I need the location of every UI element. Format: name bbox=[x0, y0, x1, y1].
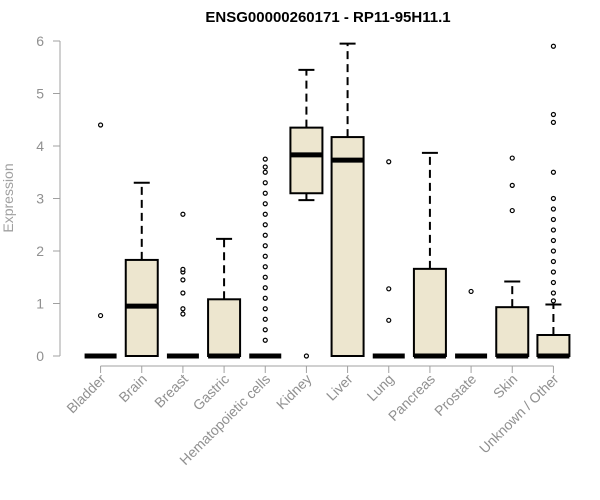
iqr-box bbox=[289, 126, 324, 195]
outlier-point bbox=[262, 285, 268, 291]
outlier-point bbox=[550, 298, 557, 304]
outlier-point bbox=[97, 312, 104, 319]
outlier-point bbox=[550, 119, 557, 125]
outlier-point bbox=[550, 216, 557, 223]
box-bladder bbox=[84, 122, 117, 359]
y-axis-label: Expression bbox=[0, 163, 16, 232]
outlier-point bbox=[386, 159, 392, 165]
outlier-point bbox=[509, 207, 515, 214]
outlier-point bbox=[262, 295, 268, 301]
outlier-point bbox=[262, 264, 268, 270]
box-unknown-other bbox=[536, 43, 571, 359]
outlier-point bbox=[262, 164, 268, 170]
outlier-point bbox=[262, 327, 268, 333]
box-prostate bbox=[455, 288, 488, 359]
x-tick-label: Prostate bbox=[431, 371, 479, 419]
outlier-point bbox=[509, 182, 515, 188]
box-breast bbox=[166, 211, 199, 359]
x-tick-label: Brain bbox=[115, 371, 149, 405]
iqr-box bbox=[495, 306, 530, 357]
outlier-point bbox=[180, 290, 186, 296]
box-gastric bbox=[207, 237, 242, 359]
outlier-point bbox=[180, 311, 186, 317]
outlier-point bbox=[262, 232, 268, 238]
x-tick-label: Skin bbox=[490, 371, 521, 402]
y-tick-label: 6 bbox=[36, 33, 44, 49]
y-tick-label: 5 bbox=[36, 86, 44, 102]
outlier-point bbox=[550, 279, 557, 286]
outlier-point bbox=[262, 180, 268, 186]
box-kidney bbox=[289, 68, 324, 359]
box-liver bbox=[330, 42, 365, 357]
iqr-box bbox=[207, 298, 242, 357]
outlier-point bbox=[262, 337, 268, 343]
outlier-point bbox=[180, 266, 186, 272]
outlier-point bbox=[550, 269, 557, 275]
y-tick-label: 4 bbox=[36, 138, 44, 154]
outlier-point bbox=[180, 211, 186, 217]
outlier-point bbox=[550, 237, 557, 244]
outlier-point bbox=[468, 288, 474, 295]
x-tick-label: Lung bbox=[364, 371, 397, 404]
plot-area bbox=[84, 42, 571, 359]
outlier-point bbox=[386, 317, 392, 323]
outlier-point bbox=[550, 206, 557, 212]
outlier-point bbox=[550, 43, 557, 49]
x-tick-label: Breast bbox=[151, 371, 191, 411]
outlier-point bbox=[262, 211, 268, 217]
outlier-point bbox=[550, 169, 557, 175]
x-tick-label: Liver bbox=[323, 371, 356, 404]
outlier-point bbox=[386, 286, 392, 292]
outlier-point bbox=[262, 274, 268, 280]
outlier-point bbox=[550, 227, 557, 233]
outlier-point bbox=[180, 306, 186, 312]
box-brain bbox=[124, 181, 159, 357]
x-tick-label: Bladder bbox=[63, 371, 109, 417]
outlier-point bbox=[97, 122, 104, 128]
outlier-point bbox=[262, 253, 268, 259]
outlier-point bbox=[262, 201, 268, 207]
y-tick-label: 3 bbox=[36, 191, 44, 207]
outlier-point bbox=[550, 195, 557, 202]
outlier-point bbox=[262, 222, 268, 228]
box-pancreas bbox=[412, 151, 447, 359]
outlier-point bbox=[262, 169, 268, 175]
outlier-point bbox=[550, 111, 557, 118]
iqr-box bbox=[330, 136, 365, 357]
outlier-point bbox=[262, 156, 268, 162]
outlier-point bbox=[262, 306, 268, 312]
y-tick-label: 2 bbox=[36, 243, 44, 259]
outlier-point bbox=[550, 248, 557, 254]
outlier-point bbox=[550, 258, 557, 265]
box-skin bbox=[495, 155, 530, 359]
x-tick-label: Kidney bbox=[273, 371, 315, 413]
chart-title: ENSG00000260171 - RP11-95H11.1 bbox=[205, 9, 450, 26]
outlier-point bbox=[303, 353, 310, 359]
box-lung bbox=[372, 159, 405, 359]
iqr-box bbox=[536, 334, 571, 357]
outlier-point bbox=[262, 190, 268, 196]
outlier-point bbox=[550, 290, 557, 296]
y-tick-label: 0 bbox=[36, 348, 44, 364]
iqr-box bbox=[412, 267, 447, 358]
outlier-point bbox=[262, 243, 268, 249]
outlier-point bbox=[180, 277, 186, 283]
outlier-point bbox=[262, 316, 268, 322]
y-tick-label: 1 bbox=[36, 296, 44, 312]
outlier-point bbox=[509, 155, 515, 161]
box-hematopoietic-cells bbox=[249, 156, 282, 359]
